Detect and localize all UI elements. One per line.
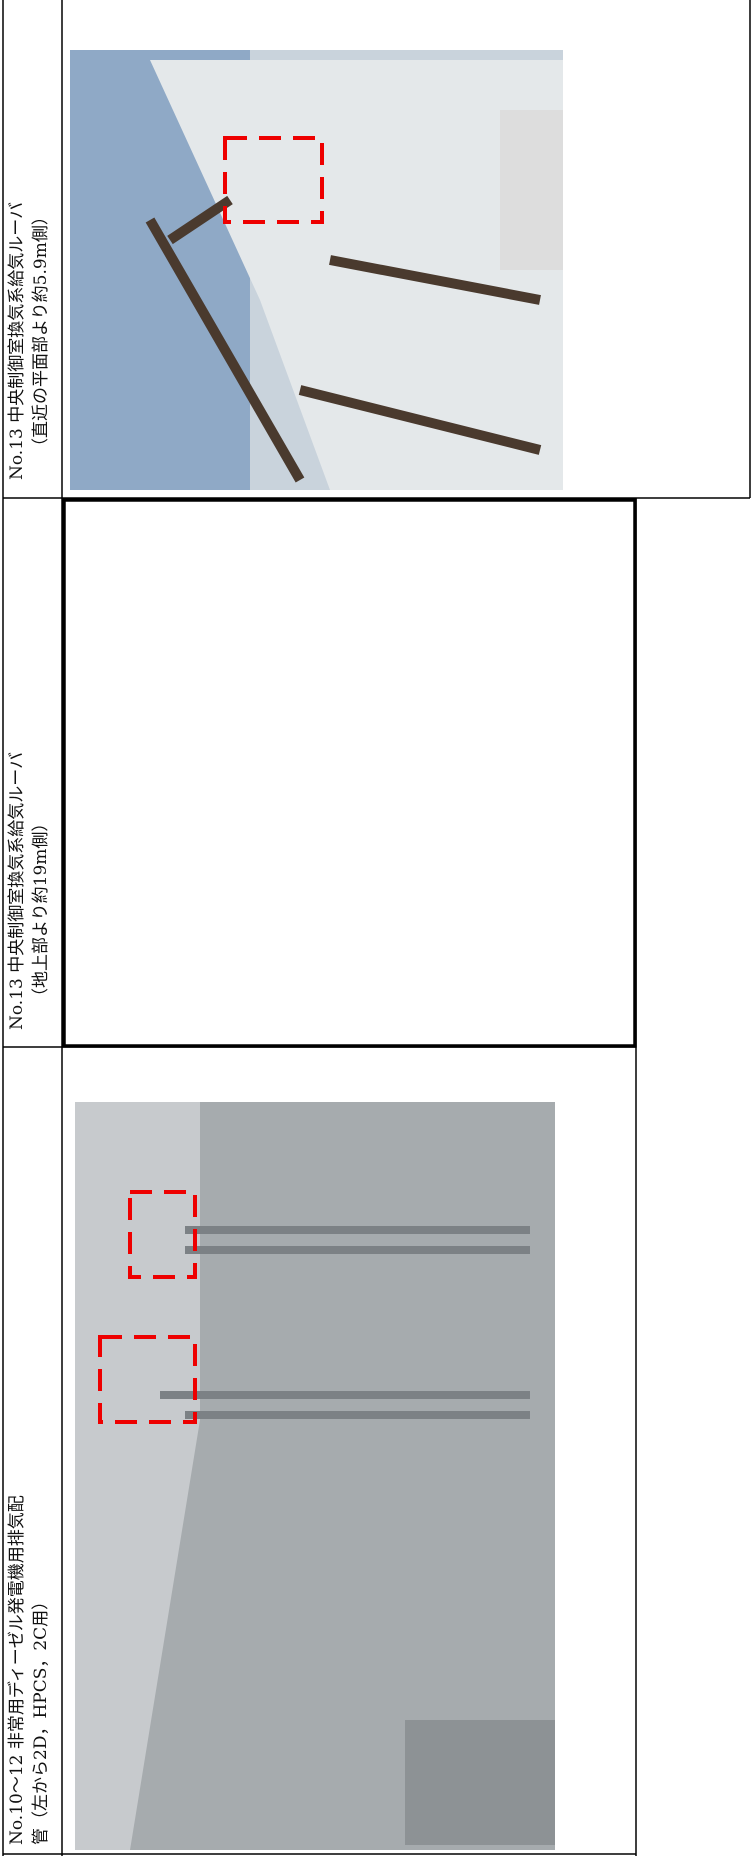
equipment-box <box>500 110 563 270</box>
photo <box>70 50 563 490</box>
photo <box>75 1102 555 1850</box>
pipes <box>160 1226 530 1419</box>
row-label: No.13 中央制御室換気系給気ルーバ <box>7 202 27 480</box>
wall <box>150 60 563 490</box>
highlight-box <box>223 136 324 224</box>
row-label: （直近の平面部より約5.9m側） <box>31 208 51 455</box>
row-label: No.13 中央制御室換気系給気ルーバ <box>7 752 27 1030</box>
highlight-box <box>98 1335 197 1424</box>
row-label: （地上部より約19m側） <box>31 815 51 1005</box>
row-label: 管（左から2D，HPCS，2C用） <box>31 1593 51 1845</box>
building-wall <box>130 1102 555 1850</box>
row-label: No.10～12 非常用ディーゼル発電機用排気配 <box>6 1495 27 1845</box>
highlight-box <box>128 1190 197 1279</box>
blank-photo-frame <box>62 498 637 1048</box>
door <box>405 1720 555 1845</box>
staircase <box>145 195 542 483</box>
